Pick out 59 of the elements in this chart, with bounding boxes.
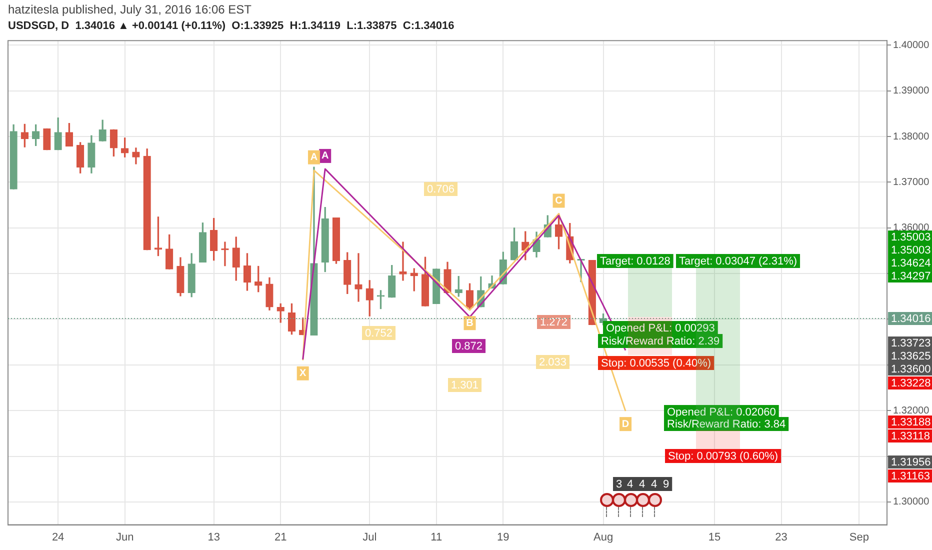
text: 1.33228 bbox=[891, 378, 931, 390]
y-tick-label: 1.32000 bbox=[893, 405, 930, 416]
y-tick-label: 1.36000 bbox=[893, 222, 930, 234]
candlestick bbox=[399, 242, 407, 281]
annotation: 2.033 bbox=[539, 356, 567, 369]
text: 1.33600 bbox=[891, 364, 931, 376]
x-tick-label: 19 bbox=[497, 531, 510, 544]
annotation: 3 bbox=[616, 478, 622, 491]
annotation: 4 bbox=[627, 478, 634, 491]
annotation: 9 bbox=[663, 478, 670, 491]
data-label: A bbox=[310, 152, 318, 164]
ref-line-label: 1.34016 bbox=[891, 313, 931, 326]
annotation: Target: 0.0128 bbox=[600, 256, 670, 268]
text: 1.31163 bbox=[891, 470, 930, 483]
text: 1.34624 bbox=[891, 258, 931, 270]
annotation: Opened P&L: 0.00293 bbox=[606, 322, 715, 335]
annotation: Risk/Reward Ratio: 3.84 bbox=[667, 418, 786, 431]
text: 1.33188 bbox=[891, 416, 931, 429]
annotation: 4 bbox=[639, 478, 646, 491]
y-tick-label: 1.37000 bbox=[893, 176, 930, 188]
annotation: Opened P&L: 0.02060 bbox=[667, 406, 776, 419]
text: 1.33118 bbox=[891, 430, 930, 443]
x-tick-label: Sep bbox=[849, 531, 869, 544]
x-tick-label: 21 bbox=[274, 531, 287, 544]
y-tick-label: 1.39000 bbox=[893, 86, 930, 97]
text: 1.33723 bbox=[891, 338, 931, 350]
annotation: 0.752 bbox=[365, 328, 393, 340]
x-tick-label: Aug bbox=[593, 531, 614, 544]
text: 1.31956 bbox=[891, 456, 931, 469]
annotation: Stop: 0.00793 (0.60%) bbox=[668, 450, 778, 463]
data-label: B bbox=[466, 318, 474, 329]
candlestick bbox=[354, 253, 362, 302]
y-tick-label: 1.38000 bbox=[893, 131, 930, 142]
annotation: Target: 0.03047 (2.31%) bbox=[679, 256, 798, 268]
annotation: 4 bbox=[651, 478, 658, 491]
x-tick-label: 11 bbox=[430, 531, 442, 544]
text: 1.35003 bbox=[891, 232, 931, 244]
text: 1.33625 bbox=[891, 350, 931, 363]
data-label: A bbox=[321, 150, 329, 162]
data-label: X bbox=[300, 368, 307, 380]
annotation: Stop: 0.00535 (0.40%) bbox=[601, 358, 712, 370]
x-tick-label: Jun bbox=[116, 531, 134, 544]
chart-subtitle: USDSGD, D 1.34016 ▲ +0.00141 (+0.11%) O:1.33925 H:1.34119 L:1.33875 C:1.34016 bbox=[8, 20, 454, 32]
annotation: 0.706 bbox=[427, 184, 455, 196]
y-tick-label: 1.30000 bbox=[893, 496, 930, 508]
annotation: 0.872 bbox=[455, 340, 483, 353]
y-tick-label: 1.40000 bbox=[893, 40, 930, 51]
x-tick-label: 13 bbox=[208, 531, 220, 544]
data-label: D bbox=[622, 418, 630, 430]
x-tick-label: 23 bbox=[775, 531, 788, 544]
text: 1.34297 bbox=[891, 270, 931, 283]
data-label: C bbox=[555, 195, 562, 206]
chart-title: hatzitesla published, July 31, 2016 16:06 EST bbox=[8, 2, 252, 17]
x-tick-label: Jul bbox=[362, 531, 377, 544]
x-tick-label: 24 bbox=[52, 531, 64, 544]
x-tick-label: 15 bbox=[708, 531, 721, 544]
annotation: Risk/Reward Ratio: 2.39 bbox=[601, 336, 720, 348]
text: 1.35003 bbox=[891, 244, 931, 257]
annotation: 1.301 bbox=[451, 380, 479, 392]
